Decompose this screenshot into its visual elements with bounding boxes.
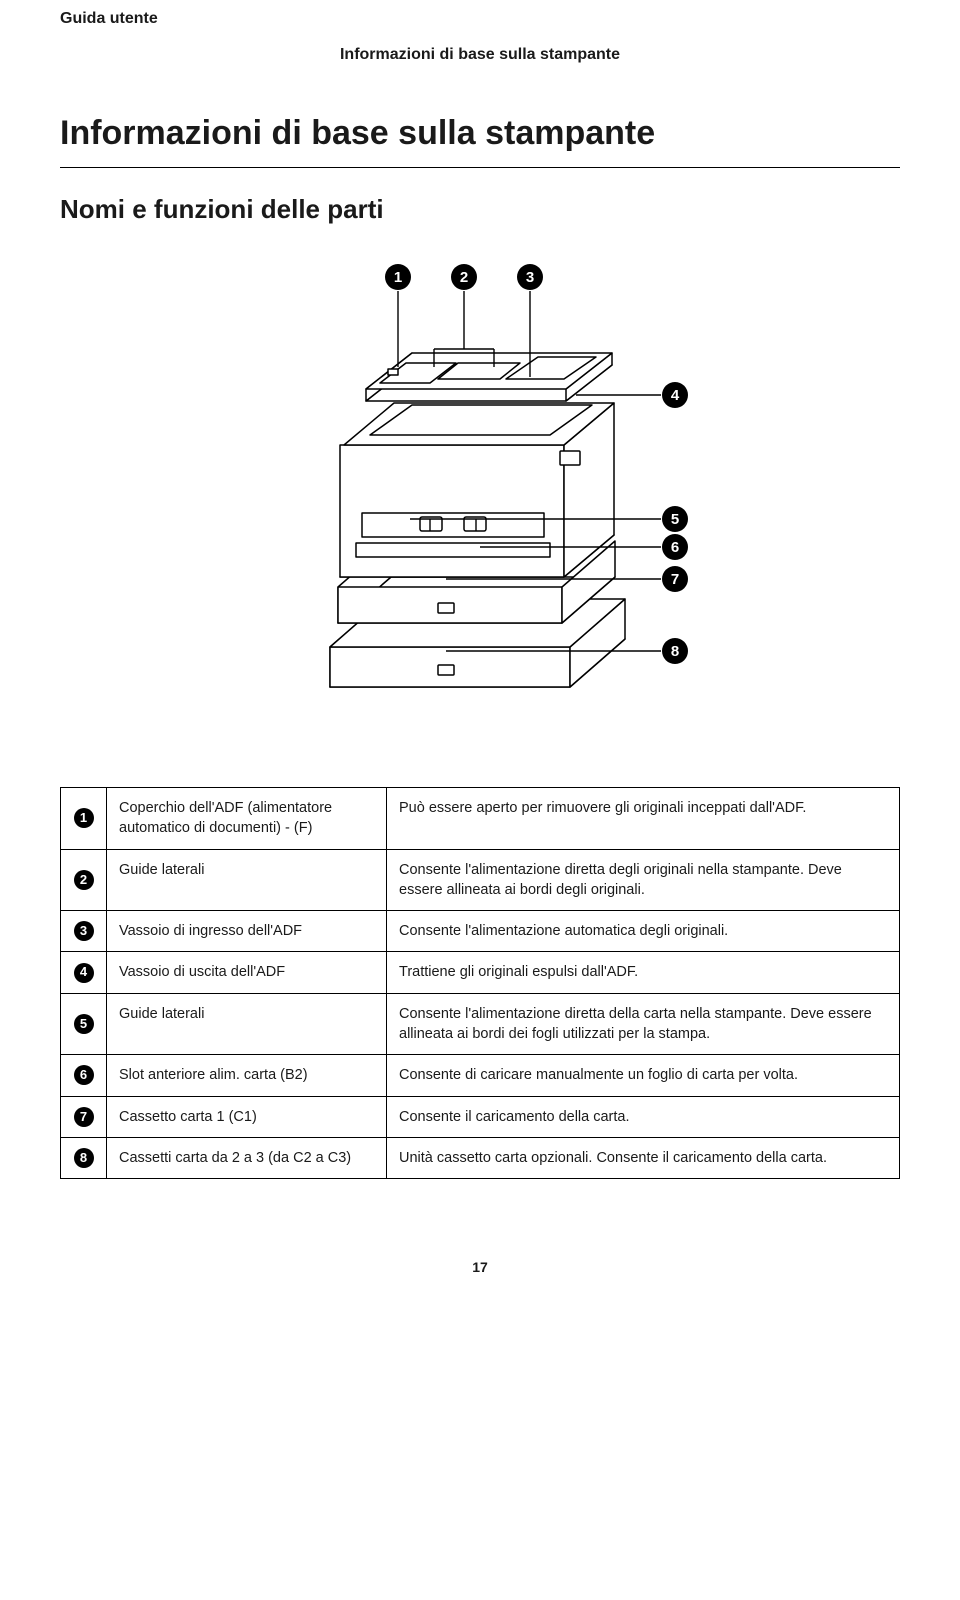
- parts-table: 1 Coperchio dell'ADF (alimentatore automa…: [60, 787, 900, 1179]
- part-number-cell: 5: [61, 993, 107, 1055]
- callout-number: 7: [671, 571, 679, 588]
- callout-number: 6: [671, 539, 679, 556]
- part-number-badge: 8: [74, 1148, 94, 1168]
- table-row: 1 Coperchio dell'ADF (alimentatore automa…: [61, 788, 900, 850]
- table-row: 7 Cassetto carta 1 (C1)Consente il carica…: [61, 1096, 900, 1137]
- part-number-cell: 8: [61, 1137, 107, 1178]
- page-number: 17: [60, 1259, 900, 1275]
- part-number-badge: 1: [74, 808, 94, 828]
- subtitle: Nomi e funzioni delle parti: [60, 194, 900, 225]
- part-number-cell: 3: [61, 911, 107, 952]
- part-name-cell: Guide laterali: [107, 849, 387, 911]
- printer-diagram: 1 2 3 4 5 6 7 8: [220, 247, 740, 747]
- table-row: 6 Slot anteriore alim. carta (B2)Consente…: [61, 1055, 900, 1096]
- callout-number: 8: [671, 643, 679, 660]
- part-number-badge: 3: [74, 921, 94, 941]
- part-desc-cell: Consente l'alimentazione diretta della c…: [387, 993, 900, 1055]
- part-name-cell: Cassetto carta 1 (C1): [107, 1096, 387, 1137]
- part-number-cell: 7: [61, 1096, 107, 1137]
- part-number-badge: 5: [74, 1014, 94, 1034]
- part-number-badge: 2: [74, 870, 94, 890]
- callout-number: 3: [526, 269, 534, 286]
- section-label: Informazioni di base sulla stampante: [60, 46, 900, 64]
- part-desc-cell: Può essere aperto per rimuovere gli orig…: [387, 788, 900, 850]
- part-name-cell: Guide laterali: [107, 993, 387, 1055]
- table-row: 4 Vassoio di uscita dell'ADFTrattiene gli…: [61, 952, 900, 993]
- table-row: 5 Guide lateraliConsente l'alimentazione …: [61, 993, 900, 1055]
- part-number-cell: 2: [61, 849, 107, 911]
- table-row: 2 Guide lateraliConsente l'alimentazione …: [61, 849, 900, 911]
- part-number-cell: 4: [61, 952, 107, 993]
- part-number-cell: 6: [61, 1055, 107, 1096]
- part-number-badge: 4: [74, 963, 94, 983]
- callout-number: 1: [394, 269, 402, 286]
- part-number-badge: 7: [74, 1107, 94, 1127]
- part-number-badge: 6: [74, 1065, 94, 1085]
- part-desc-cell: Consente l'alimentazione automatica degl…: [387, 911, 900, 952]
- part-desc-cell: Consente il caricamento della carta.: [387, 1096, 900, 1137]
- part-name-cell: Coperchio dell'ADF (alimentatore automat…: [107, 788, 387, 850]
- part-name-cell: Slot anteriore alim. carta (B2): [107, 1055, 387, 1096]
- part-number-cell: 1: [61, 788, 107, 850]
- part-name-cell: Cassetti carta da 2 a 3 (da C2 a C3): [107, 1137, 387, 1178]
- part-desc-cell: Consente di caricare manualmente un fogl…: [387, 1055, 900, 1096]
- part-name-cell: Vassoio di uscita dell'ADF: [107, 952, 387, 993]
- part-desc-cell: Unità cassetto carta opzionali. Consente…: [387, 1137, 900, 1178]
- part-desc-cell: Trattiene gli originali espulsi dall'ADF…: [387, 952, 900, 993]
- callout-number: 5: [671, 511, 679, 528]
- part-name-cell: Vassoio di ingresso dell'ADF: [107, 911, 387, 952]
- table-row: 8 Cassetti carta da 2 a 3 (da C2 a C3)Uni…: [61, 1137, 900, 1178]
- callout-number: 2: [460, 269, 468, 286]
- part-desc-cell: Consente l'alimentazione diretta degli o…: [387, 849, 900, 911]
- table-row: 3 Vassoio di ingresso dell'ADFConsente l'…: [61, 911, 900, 952]
- guide-label: Guida utente: [60, 10, 900, 28]
- printer-diagram-container: 1 2 3 4 5 6 7 8: [60, 247, 900, 747]
- title-rule: [60, 167, 900, 168]
- callout-number: 4: [671, 387, 680, 404]
- page-title: Informazioni di base sulla stampante: [60, 114, 900, 153]
